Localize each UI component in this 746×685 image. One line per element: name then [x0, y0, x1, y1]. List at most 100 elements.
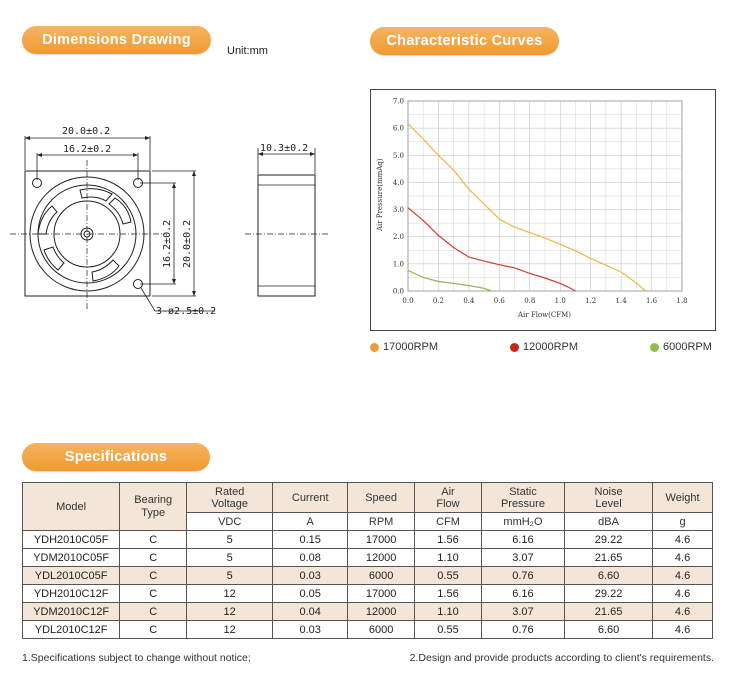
- cell-current: 0.04: [272, 602, 349, 621]
- series-line-6000RPM: [407, 269, 492, 292]
- cell-speed: 12000: [347, 602, 416, 621]
- cell-pressure: 3.07: [480, 602, 566, 621]
- col-header-model: Model: [21, 482, 121, 531]
- cell-bearing: C: [119, 548, 188, 567]
- unit-weight: g: [652, 512, 713, 531]
- cell-weight: 4.6: [652, 584, 713, 603]
- cell-bearing: C: [119, 584, 188, 603]
- unit-airflow: CFM: [414, 512, 482, 531]
- unit-current: A: [272, 512, 349, 531]
- x-tick-label: 1.6: [646, 297, 658, 305]
- fan-blade: [108, 197, 132, 225]
- cell-weight: 4.6: [652, 566, 713, 585]
- cell-weight: 4.6: [652, 602, 713, 621]
- legend-label: 17000RPM: [383, 341, 439, 353]
- cell-model: YDL2010C12F: [21, 620, 121, 639]
- x-tick-label: 0.0: [402, 297, 413, 305]
- chart-series: [407, 123, 646, 292]
- legend-dot-icon: [650, 342, 659, 352]
- unit-pressure: mmH₂O: [480, 512, 566, 531]
- y-tick-label: 6.0: [393, 125, 404, 133]
- col-header-bearing: Bearing Type: [119, 482, 188, 531]
- y-tick-label: 4.0: [393, 179, 404, 187]
- x-tick-label: 0.8: [524, 297, 535, 305]
- cell-bearing: C: [119, 566, 188, 585]
- table-row: YDM2010C12F C 12 0.04 12000 1.10 3.07 21.65 4.6: [21, 602, 713, 621]
- col-header-pressure: Static Pressure: [480, 482, 566, 513]
- characteristic-curves-title: Characteristic Curves: [370, 27, 559, 55]
- cell-noise: 29.22: [563, 584, 654, 603]
- cell-speed: 17000: [347, 530, 416, 549]
- cell-speed: 6000: [347, 620, 416, 639]
- cell-pressure: 0.76: [480, 620, 566, 639]
- table-row: YDH2010C05F C 5 0.15 17000 1.56 6.16 29.22 4.6: [21, 530, 713, 549]
- x-tick-label: 1.0: [555, 297, 566, 305]
- legend-label: 12000RPM: [523, 341, 579, 353]
- cell-weight: 4.6: [652, 548, 713, 567]
- x-tick-label: 0.2: [433, 297, 444, 305]
- fan-blade: [79, 188, 113, 202]
- cell-pressure: 6.16: [480, 530, 566, 549]
- cell-voltage: 12: [186, 620, 274, 639]
- cell-noise: 21.65: [563, 602, 654, 621]
- legend-6000: 6000RPM: [650, 341, 712, 353]
- y-tick-label: 5.0: [393, 152, 404, 160]
- cell-voltage: 5: [186, 548, 274, 567]
- cell-bearing: C: [119, 620, 188, 639]
- characteristic-curves-chart: 0.0 0.2 0.4 0.6 0.8 1.0 1.2 1.4 1.6 1.8 0.0 1.0 2.0 3…: [370, 89, 716, 331]
- cell-pressure: 3.07: [480, 548, 566, 567]
- y-tick-label: 0.0: [393, 288, 404, 296]
- cell-noise: 6.60: [563, 566, 654, 585]
- unit-label: Unit:mm: [227, 45, 268, 57]
- x-tick-label: 1.4: [616, 297, 628, 305]
- fan-blade: [91, 259, 120, 282]
- legend-17000: 17000RPM: [370, 341, 438, 353]
- legend-dot-icon: [510, 342, 519, 352]
- cell-airflow: 1.10: [414, 602, 482, 621]
- cell-speed: 6000: [347, 566, 416, 585]
- note-left: 1.Specifications subject to change witho…: [22, 652, 251, 664]
- cell-current: 0.03: [272, 620, 349, 639]
- cell-voltage: 12: [186, 584, 274, 603]
- legend-12000: 12000RPM: [510, 341, 578, 353]
- cell-model: YDL2010C05F: [21, 566, 121, 585]
- cell-weight: 4.6: [652, 530, 713, 549]
- x-tick-label: 1.8: [676, 297, 687, 305]
- cell-pressure: 6.16: [480, 584, 566, 603]
- cell-model: YDM2010C05F: [21, 548, 121, 567]
- cell-model: YDH2010C12F: [21, 584, 121, 603]
- y-tick-label: 2.0: [393, 233, 404, 241]
- cell-current: 0.05: [272, 584, 349, 603]
- dim-hole-spec: 3-ø2.5±0.2: [156, 306, 216, 317]
- cell-noise: 21.65: [563, 548, 654, 567]
- cell-current: 0.08: [272, 548, 349, 567]
- cell-noise: 6.60: [563, 620, 654, 639]
- cell-airflow: 0.55: [414, 566, 482, 585]
- cell-voltage: 12: [186, 602, 274, 621]
- series-line-17000RPM: [407, 123, 646, 292]
- series-line-12000RPM: [407, 207, 576, 292]
- cell-airflow: 1.10: [414, 548, 482, 567]
- cell-bearing: C: [119, 530, 188, 549]
- col-header-noise: Noise Level: [563, 482, 654, 513]
- y-tick-label: 3.0: [393, 206, 404, 214]
- cell-current: 0.15: [272, 530, 349, 549]
- col-header-speed: Speed: [347, 482, 416, 513]
- cell-noise: 29.22: [563, 530, 654, 549]
- table-row: YDL2010C12F C 12 0.03 6000 0.55 0.76 6.60 4.6: [21, 620, 713, 639]
- y-tick-label: 7.0: [393, 98, 404, 106]
- note-right: 2.Design and provide products according …: [409, 652, 714, 664]
- cell-voltage: 5: [186, 530, 274, 549]
- chart-ticks: 0.0 0.2 0.4 0.6 0.8 1.0 1.2 1.4 1.6 1.8 0.0 1.0 2.0 3…: [393, 98, 688, 306]
- cell-speed: 17000: [347, 584, 416, 603]
- cell-bearing: C: [119, 602, 188, 621]
- dim-thickness: 10.3±0.2: [260, 143, 308, 154]
- chart-grid: [407, 100, 683, 292]
- chart-ylabel: Air Pressure(mmAq): [376, 158, 384, 232]
- fan-blade: [43, 246, 65, 271]
- dimensions-drawing-title: Dimensions Drawing: [22, 26, 211, 54]
- dim-height-outer: 20.0±0.2: [182, 220, 193, 268]
- col-header-current: Current: [272, 482, 349, 513]
- cell-voltage: 5: [186, 566, 274, 585]
- legend-label: 6000RPM: [663, 341, 712, 353]
